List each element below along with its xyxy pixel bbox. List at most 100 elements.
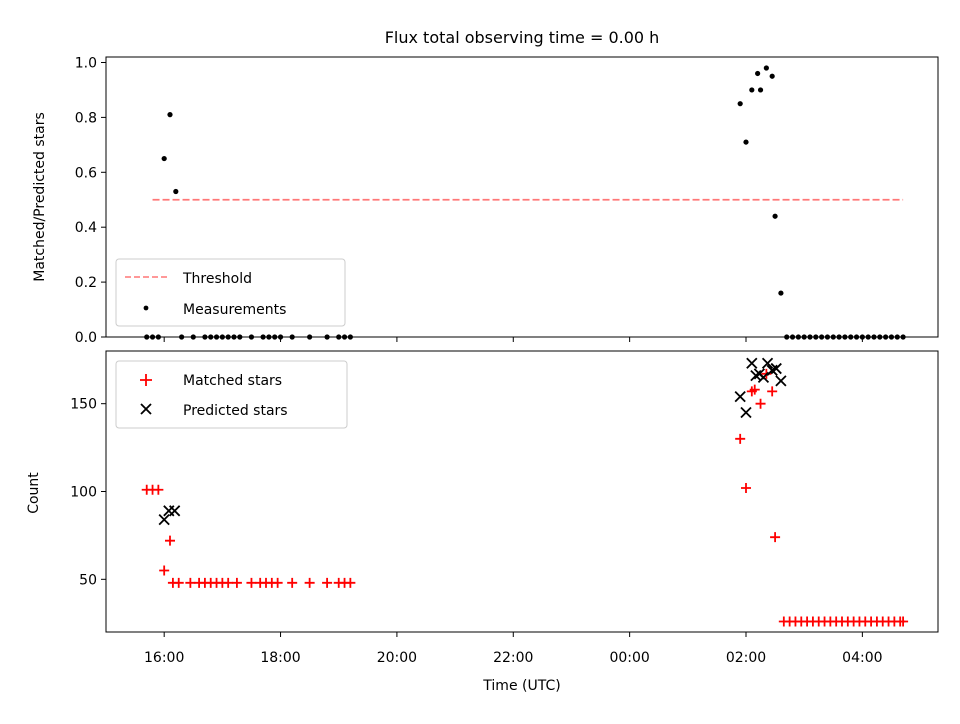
measurement-point: [772, 213, 778, 219]
measurement-point: [769, 73, 775, 79]
matched-legend-swatch: [140, 374, 152, 386]
measurement-point: [336, 334, 342, 340]
measurement-point: [795, 334, 801, 340]
matched-star-point: [898, 616, 909, 627]
xtick-label: 18:00: [260, 650, 300, 666]
top-ytick-label: 0.8: [75, 110, 97, 126]
measurement-point: [743, 139, 749, 145]
measurement-point: [763, 65, 769, 71]
measurement-point: [266, 334, 272, 340]
matched-star-point: [272, 577, 283, 588]
measurements-legend-swatch: [143, 305, 149, 311]
matched-star-point: [153, 484, 164, 495]
measurement-point: [830, 334, 836, 340]
matched-star-point: [287, 577, 298, 588]
predicted-star-point: [740, 406, 752, 419]
top-legend: Threshold Measurements: [115, 258, 346, 327]
top-legend-box: [115, 258, 346, 327]
measurement-point: [819, 334, 825, 340]
measurement-point: [859, 334, 865, 340]
measurement-point: [737, 101, 743, 107]
matched-star-point: [223, 577, 234, 588]
measurement-point: [202, 334, 208, 340]
measurement-point: [341, 334, 348, 340]
bottom-ytick-label: 100: [70, 485, 97, 501]
matched-star-point: [345, 577, 356, 588]
bottom-legend-box: [115, 360, 348, 429]
measurement-point: [231, 334, 237, 340]
predicted-star-point: [770, 362, 782, 375]
predicted-star-point: [757, 371, 770, 383]
measurement-point: [179, 334, 185, 340]
xtick-label: 20:00: [377, 650, 417, 666]
matched-star-point: [755, 398, 766, 409]
matched-star-point: [159, 565, 170, 576]
matched-star-point: [246, 577, 257, 588]
measurement-point: [755, 70, 761, 77]
predicted-legend-swatch: [140, 403, 152, 415]
measurements-legend-label: Measurements: [183, 302, 286, 318]
matched-star-point: [185, 577, 196, 588]
measurement-point: [277, 334, 284, 340]
predicted-star-point: [734, 391, 746, 403]
top-ytick-label: 0.6: [75, 165, 97, 181]
bottom-series: [141, 357, 909, 627]
measurement-point: [784, 334, 790, 340]
measurement-point: [824, 334, 831, 340]
matched-star-point: [741, 482, 751, 493]
measurement-point: [853, 334, 860, 340]
predicted-star-point: [775, 375, 787, 387]
measurement-point: [842, 334, 848, 340]
measurement-point: [272, 334, 278, 340]
measurement-point: [883, 334, 889, 340]
measurement-point: [757, 87, 764, 93]
measurement-point: [225, 334, 231, 340]
predicted-star-point: [746, 357, 758, 369]
matched-star-point: [165, 535, 175, 546]
measurement-point: [807, 334, 813, 340]
top-ytick-label: 0.4: [75, 220, 97, 236]
bottom-y-axis-label: Count: [26, 472, 42, 514]
bottom-legend: Matched stars Predicted stars: [115, 360, 348, 429]
measurement-point: [888, 334, 895, 340]
predicted-star-point: [158, 513, 170, 526]
bottom-y-ticks: 50 100 150: [70, 397, 106, 588]
measurement-point: [149, 334, 156, 340]
measurement-point: [260, 334, 266, 340]
measurement-point: [289, 334, 295, 340]
bottom-x-ticks: 16:00 18:00 20:00 22:00 00:00 02:00 04:00: [144, 632, 883, 666]
xtick-label: 16:00: [144, 650, 184, 666]
measurement-point: [307, 334, 313, 340]
matched-star-point: [173, 577, 184, 588]
measurement-point: [190, 334, 196, 340]
bottom-panel: 50 100 150 16:00 18:00 20:00 22:00 00:00 02:00 0…: [26, 350, 939, 694]
bottom-ytick-label: 50: [79, 572, 97, 588]
predicted-legend-label: Predicted stars: [183, 403, 288, 419]
measurement-point: [155, 334, 161, 340]
top-plot-area: [105, 56, 939, 338]
measurement-point: [213, 334, 220, 340]
top-ytick-label: 0.0: [75, 330, 97, 346]
measurement-point: [836, 334, 842, 340]
top-ytick-label: 0.2: [75, 275, 97, 291]
threshold-legend-label: Threshold: [182, 271, 252, 287]
measurement-point: [144, 334, 150, 340]
measurement-point: [789, 334, 796, 340]
measurement-point: [865, 334, 871, 340]
measurement-point: [871, 334, 877, 340]
top-panel: 0.0 0.2 0.4 0.6 0.8 1.0 Matched/Predicted sta…: [32, 55, 939, 346]
measurement-point: [900, 334, 906, 340]
measurement-point: [248, 334, 255, 340]
matched-star-point: [322, 577, 333, 588]
xtick-label: 22:00: [493, 650, 533, 666]
measurement-point: [161, 155, 167, 162]
matched-star-point: [767, 386, 778, 397]
xtick-label: 02:00: [726, 650, 766, 666]
measurement-point: [894, 334, 900, 340]
measurement-point: [173, 188, 179, 195]
top-y-axis-label: Matched/Predicted stars: [32, 112, 48, 282]
measurement-point: [877, 334, 883, 340]
matched-star-point: [304, 577, 315, 588]
measurement-point: [801, 334, 807, 340]
top-ytick-label: 1.0: [75, 55, 97, 71]
